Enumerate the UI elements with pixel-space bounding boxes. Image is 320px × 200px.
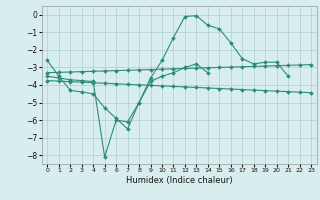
X-axis label: Humidex (Indice chaleur): Humidex (Indice chaleur) [126,176,233,185]
